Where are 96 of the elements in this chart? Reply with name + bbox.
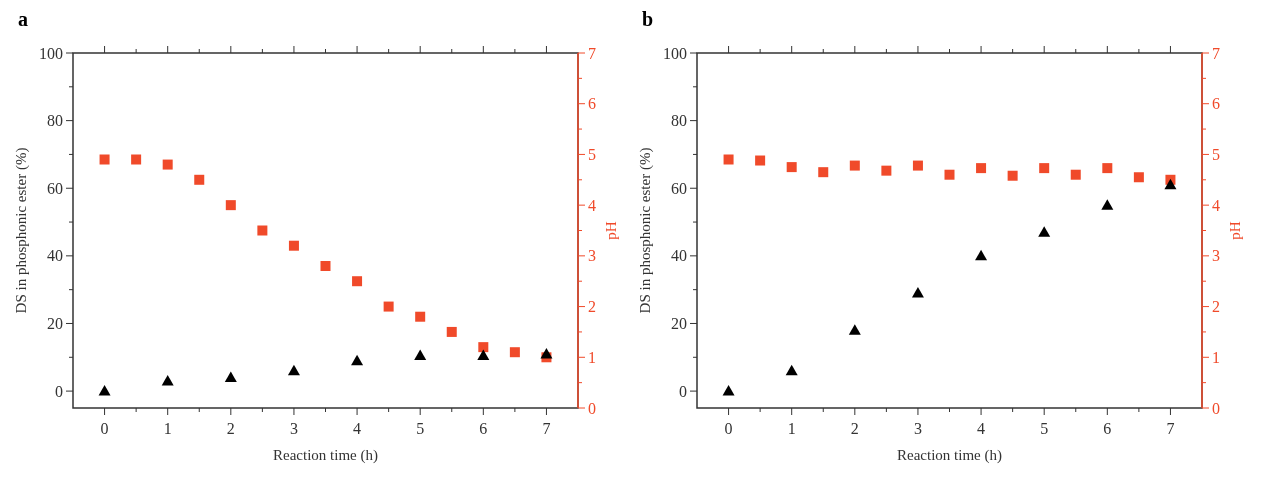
- x-tick-label: 3: [289, 420, 298, 437]
- y-tick-label: 100: [39, 44, 63, 62]
- x-tick-label: 4: [977, 420, 986, 437]
- point: [944, 169, 955, 180]
- x-tick-label: 0: [724, 420, 733, 437]
- point: [224, 371, 237, 383]
- point: [320, 261, 331, 271]
- y-tick-label: 80: [47, 112, 63, 130]
- y2-axis-title: pH: [1227, 221, 1243, 240]
- y2-tick-label: 1: [1212, 348, 1220, 366]
- point: [161, 374, 174, 386]
- point: [1007, 170, 1018, 181]
- point: [383, 301, 394, 312]
- point: [911, 287, 924, 298]
- x-tick-label: 6: [479, 420, 488, 437]
- x-tick-label: 1: [163, 420, 172, 437]
- point: [287, 364, 300, 376]
- x-axis-title: Reaction time (h): [897, 447, 1002, 464]
- y-tick-label: 40: [671, 247, 687, 265]
- y-tick-label: 40: [47, 247, 63, 265]
- point: [755, 155, 766, 166]
- point: [912, 160, 923, 171]
- y2-tick-label: 4: [1212, 196, 1220, 214]
- point: [1133, 172, 1144, 183]
- point: [849, 160, 860, 171]
- point: [540, 347, 553, 359]
- point: [98, 385, 111, 396]
- point: [225, 200, 236, 211]
- point: [723, 154, 734, 165]
- y2-tick-label: 5: [1212, 146, 1220, 164]
- y2-tick-label: 0: [1212, 399, 1220, 417]
- y2-tick-label: 3: [1212, 247, 1220, 265]
- y-tick-label: 20: [671, 315, 687, 333]
- x-axis-title: Reaction time (h): [273, 447, 378, 464]
- point: [786, 162, 797, 173]
- y2-tick-label: 1: [588, 348, 596, 366]
- point: [881, 165, 892, 176]
- x-tick-label: 1: [787, 420, 796, 437]
- y-tick-label: 60: [671, 179, 687, 197]
- y2-tick-label: 2: [1212, 298, 1220, 316]
- y2-tick-label: 7: [588, 44, 596, 62]
- point: [477, 349, 490, 361]
- y-tick-label: 60: [47, 179, 63, 197]
- point: [257, 225, 268, 236]
- point: [446, 326, 457, 337]
- y2-tick-label: 3: [588, 247, 596, 265]
- point: [351, 354, 364, 366]
- point: [1101, 199, 1114, 210]
- point: [975, 249, 988, 261]
- point: [162, 159, 173, 170]
- point: [1039, 163, 1050, 174]
- point: [288, 240, 299, 251]
- y2-tick-label: 4: [588, 196, 596, 214]
- y-tick-label: 100: [663, 44, 687, 62]
- x-tick-label: 6: [1103, 420, 1112, 437]
- x-tick-label: 7: [542, 420, 551, 437]
- point: [1070, 169, 1081, 180]
- point: [722, 385, 735, 396]
- x-tick-label: 0: [100, 420, 109, 437]
- point: [848, 324, 861, 335]
- y-axis-title: DS in phosphonic ester (%): [637, 147, 654, 314]
- point: [352, 276, 363, 287]
- x-tick-label: 2: [226, 420, 235, 437]
- x-tick-label: 4: [353, 420, 362, 437]
- y-tick-label: 20: [47, 315, 63, 333]
- y2-tick-label: 6: [1212, 95, 1220, 113]
- point: [1102, 163, 1113, 174]
- point: [478, 342, 489, 353]
- y2-tick-label: 5: [588, 146, 596, 164]
- y2-tick-label: 6: [588, 95, 596, 113]
- x-tick-label: 3: [913, 420, 922, 437]
- y2-tick-label: 2: [588, 298, 596, 316]
- point: [1038, 226, 1051, 237]
- point: [415, 311, 426, 322]
- point: [818, 167, 829, 178]
- x-tick-label: 5: [416, 420, 425, 437]
- y-tick-label: 0: [55, 382, 63, 400]
- y2-tick-label: 7: [1212, 44, 1220, 62]
- point: [976, 163, 987, 174]
- y-axis-title: DS in phosphonic ester (%): [13, 147, 30, 314]
- x-tick-label: 2: [850, 420, 859, 437]
- point: [131, 154, 142, 165]
- y-tick-label: 0: [679, 382, 687, 400]
- chart-title: b: [642, 8, 654, 30]
- y2-axis-title: pH: [603, 221, 619, 240]
- y-tick-label: 80: [671, 112, 687, 130]
- point: [1164, 178, 1177, 190]
- point: [99, 154, 110, 165]
- x-tick-label: 5: [1040, 420, 1049, 437]
- chart-title: a: [18, 8, 28, 30]
- point: [509, 347, 520, 358]
- point: [785, 364, 798, 376]
- point: [194, 174, 205, 185]
- y2-tick-label: 0: [588, 399, 596, 417]
- point: [414, 349, 427, 361]
- x-tick-label: 7: [1166, 420, 1175, 437]
